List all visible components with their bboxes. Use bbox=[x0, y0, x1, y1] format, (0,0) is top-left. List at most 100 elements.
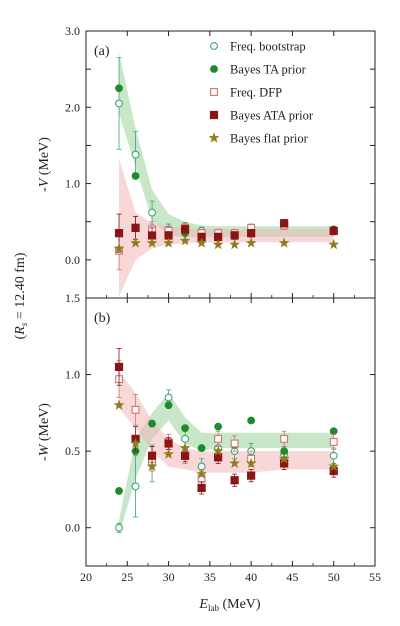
data-point-freq-dfp bbox=[280, 434, 289, 443]
x-axis-label: Elab (MeV) bbox=[198, 597, 260, 613]
y-tick-label: 0.5 bbox=[65, 444, 80, 458]
data-point-bayes-flat-prior bbox=[229, 457, 241, 469]
x-tick-label: 20 bbox=[80, 570, 92, 584]
legend-label: Bayes TA prior bbox=[230, 63, 307, 77]
data-point-bayes-flat-prior bbox=[130, 237, 142, 248]
x-axis-label-unit: (MeV) bbox=[219, 597, 261, 612]
data-point-bayes-ta-prior bbox=[214, 422, 223, 431]
data-point-bayes-flat-prior bbox=[328, 460, 340, 472]
x-tick-label: 50 bbox=[328, 570, 340, 584]
data-point-bayes-flat-prior bbox=[212, 445, 224, 456]
data-point-bayes-flat-prior bbox=[163, 237, 175, 248]
legend-label: Bayes flat prior bbox=[230, 132, 309, 146]
data-point-bayes-flat-prior bbox=[212, 238, 224, 250]
y-axis-label-prefix: - bbox=[37, 187, 52, 192]
x-tick-label: 35 bbox=[204, 570, 216, 584]
data-point-bayes-flat-prior bbox=[229, 238, 241, 250]
data-point-bayes-ta-prior bbox=[329, 427, 338, 436]
data-point-freq-bootstrap bbox=[131, 150, 140, 159]
shared-y-label-sub: s bbox=[19, 322, 29, 326]
data-point-bayes-ata-prior bbox=[114, 362, 124, 372]
data-point-freq-bootstrap bbox=[164, 393, 173, 402]
legend-label: Bayes ATA prior bbox=[230, 109, 314, 123]
data-point-bayes-ata-prior bbox=[147, 451, 157, 460]
shared-y-label-rest: = 12.40 fm) bbox=[13, 252, 28, 322]
legend-marker bbox=[208, 132, 220, 143]
y-tick-label: 0.0 bbox=[65, 521, 80, 535]
data-point-bayes-ata-prior bbox=[230, 231, 239, 240]
data-point-bayes-ata-prior bbox=[180, 225, 190, 234]
data-point-bayes-ta-prior bbox=[181, 424, 189, 433]
data-point-freq-dfp bbox=[214, 434, 223, 443]
data-point-freq-bootstrap bbox=[115, 99, 123, 108]
data-point-bayes-ata-prior bbox=[247, 229, 256, 238]
panel-label: (b) bbox=[94, 311, 111, 326]
legend-marker bbox=[209, 110, 219, 120]
y-axis-label: -V (MeV) bbox=[37, 137, 52, 192]
legend-marker bbox=[210, 42, 218, 50]
data-point-bayes-flat-prior bbox=[245, 237, 257, 248]
data-point-bayes-flat-prior bbox=[163, 448, 175, 459]
data-point-bayes-flat-prior bbox=[113, 242, 125, 254]
data-point-bayes-flat-prior bbox=[146, 237, 158, 248]
shared-y-label-open: ( bbox=[13, 334, 28, 339]
data-point-bayes-ta-prior bbox=[115, 487, 123, 495]
y-axis-label-unit: (MeV) bbox=[37, 403, 52, 445]
y-tick-label: 3.0 bbox=[65, 24, 80, 38]
y-axis-label-unit: (MeV) bbox=[37, 137, 52, 179]
panel-b: 20 25 30 35 40 45 50 55 0.0 0.5 1.0 1.5 (b) -W (MeV) bbox=[37, 291, 381, 584]
x-tick-label: 30 bbox=[163, 570, 175, 584]
data-point-bayes-flat-prior bbox=[146, 460, 158, 472]
legend-marker bbox=[210, 65, 218, 73]
data-point-bayes-flat-prior bbox=[196, 237, 208, 248]
data-point-bayes-ata-prior bbox=[164, 439, 173, 448]
data-point-bayes-ta-prior bbox=[164, 401, 173, 410]
legend-marker bbox=[210, 88, 218, 96]
data-point-freq-dfp bbox=[131, 405, 140, 414]
panel-label: (a) bbox=[94, 44, 110, 59]
uncertainty-band-red bbox=[119, 159, 334, 297]
data-point-bayes-ata-prior bbox=[329, 226, 338, 235]
y-tick-label: 1.0 bbox=[65, 177, 80, 191]
data-point-bayes-ata-prior bbox=[247, 471, 256, 480]
data-point-freq-bootstrap bbox=[115, 523, 123, 532]
y-axis-label-var: W bbox=[37, 443, 52, 456]
data-point-freq-dfp bbox=[329, 438, 338, 446]
x-tick-label: 55 bbox=[369, 570, 381, 584]
data-point-bayes-ta-prior bbox=[247, 416, 256, 425]
y-axis-label-var: V bbox=[37, 177, 52, 187]
shared-y-label: (Rs = 12.40 fm) bbox=[13, 252, 29, 339]
y-tick-label: 2.0 bbox=[65, 100, 80, 114]
data-point-bayes-ata-prior bbox=[131, 223, 140, 232]
data-point-bayes-flat-prior bbox=[179, 442, 191, 453]
data-point-bayes-flat-prior bbox=[245, 457, 257, 469]
x-axis-label-sub: lab bbox=[208, 603, 219, 613]
data-point-bayes-ata-prior bbox=[180, 451, 190, 460]
legend: Freq. bootstrap Bayes TA prior Freq. DFP Ba… bbox=[208, 40, 314, 146]
data-point-bayes-ata-prior bbox=[114, 229, 124, 238]
data-point-bayes-flat-prior bbox=[179, 234, 191, 246]
panel-a: 0.0 1.0 2.0 3.0 (a) -V (MeV) bbox=[37, 24, 376, 299]
data-point-bayes-flat-prior bbox=[130, 437, 142, 449]
x-tick-label: 25 bbox=[121, 570, 133, 584]
data-point-bayes-ata-prior bbox=[197, 483, 206, 492]
legend-label: Freq. bootstrap bbox=[230, 40, 306, 54]
data-point-freq-dfp bbox=[230, 439, 239, 448]
data-point-bayes-flat-prior bbox=[196, 468, 208, 479]
data-point-bayes-ata-prior bbox=[230, 476, 239, 485]
data-point-freq-bootstrap bbox=[131, 482, 140, 491]
data-point-bayes-flat-prior bbox=[328, 238, 340, 250]
y-axis-label: -W (MeV) bbox=[37, 403, 52, 461]
y-tick-label: 1.5 bbox=[65, 291, 80, 305]
data-point-freq-bootstrap bbox=[329, 451, 338, 460]
data-point-bayes-flat-prior bbox=[278, 452, 290, 464]
data-point-freq-bootstrap bbox=[148, 208, 157, 217]
data-point-bayes-ata-prior bbox=[280, 219, 289, 228]
shared-y-label-var: R bbox=[13, 326, 28, 336]
x-axis-label-var: E bbox=[198, 597, 208, 612]
x-tick-label: 45 bbox=[286, 570, 298, 584]
data-point-bayes-ta-prior bbox=[197, 444, 206, 452]
y-tick-label: 0.0 bbox=[65, 253, 80, 267]
data-point-bayes-flat-prior bbox=[113, 399, 125, 410]
